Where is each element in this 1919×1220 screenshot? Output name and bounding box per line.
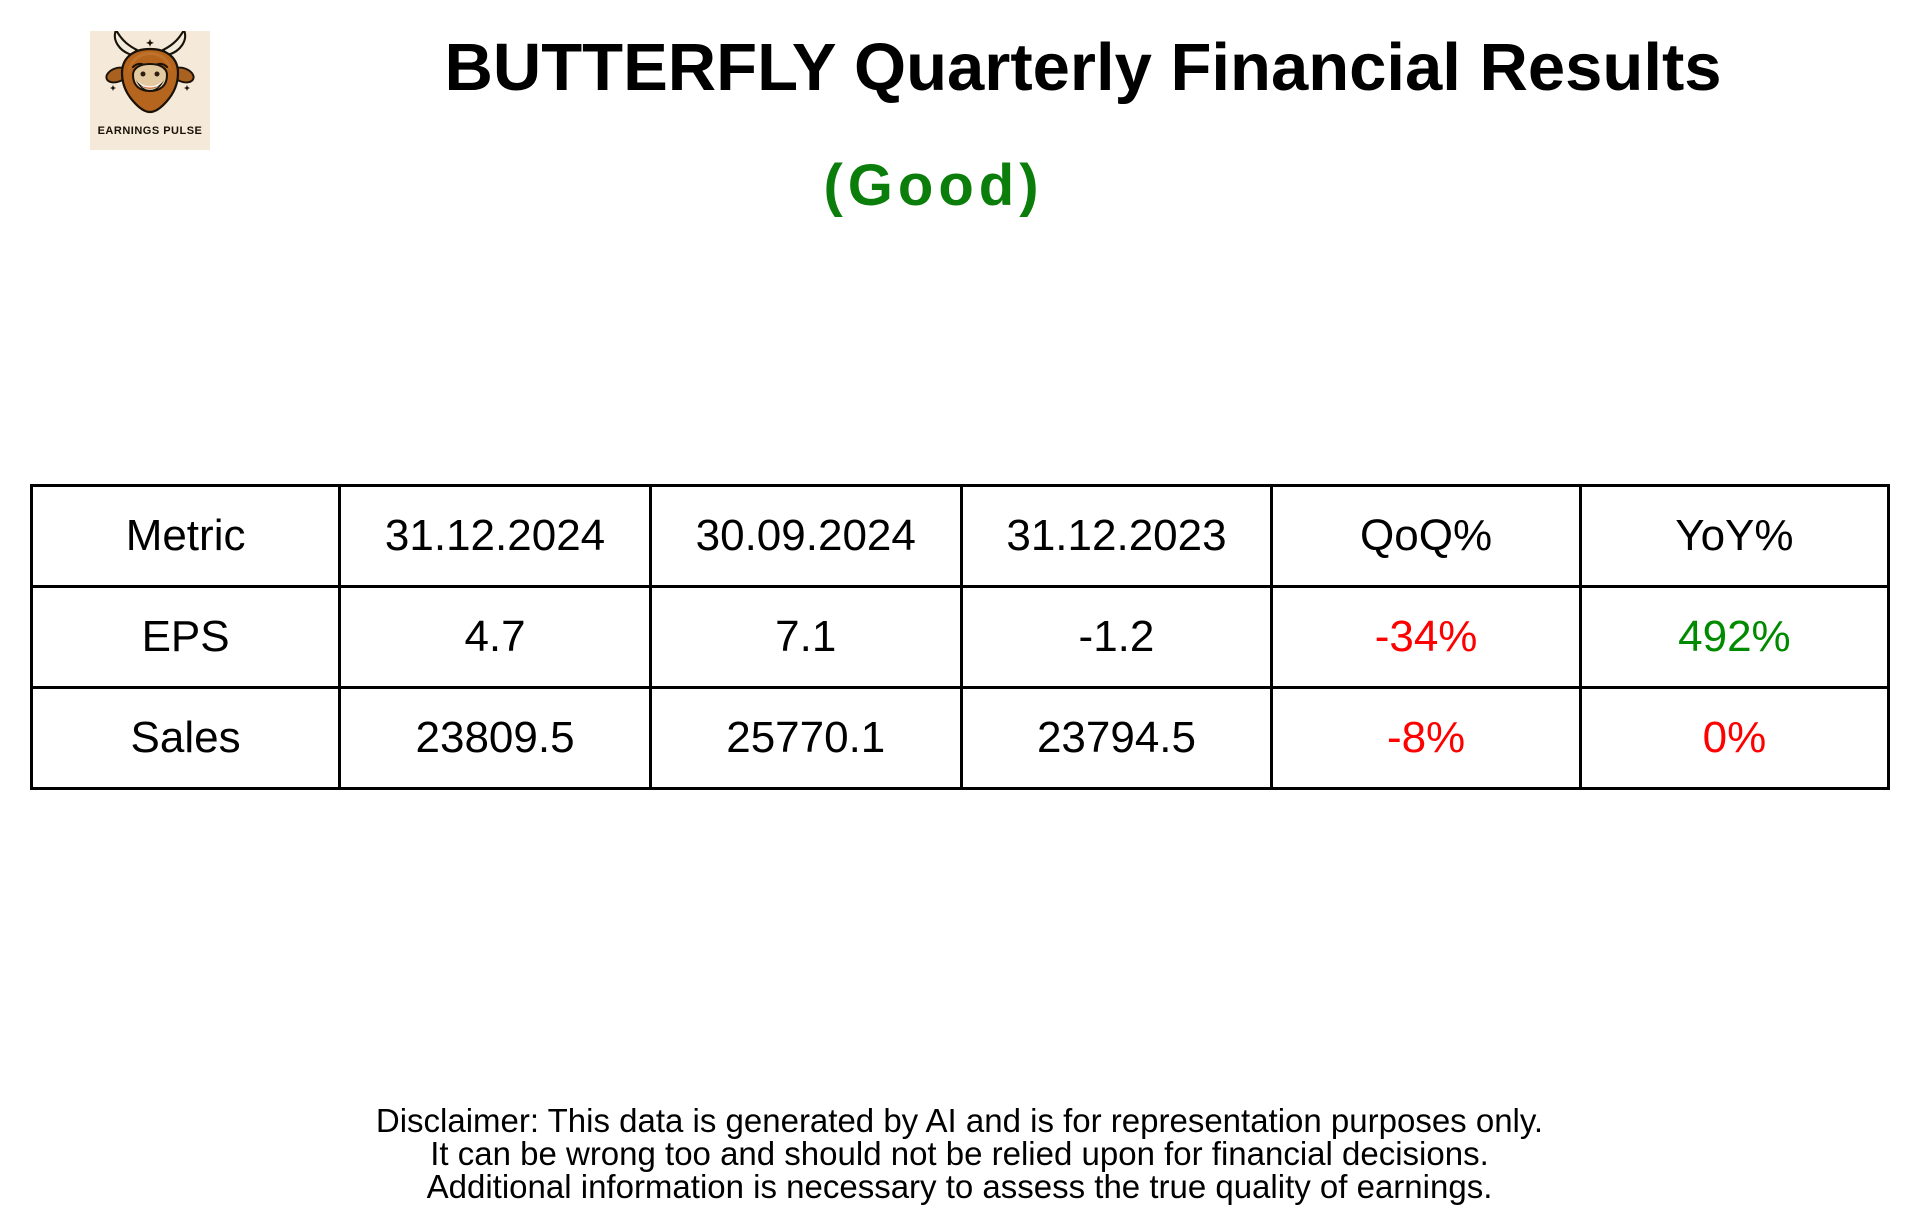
svg-text:EARNINGS PULSE: EARNINGS PULSE xyxy=(98,125,203,137)
